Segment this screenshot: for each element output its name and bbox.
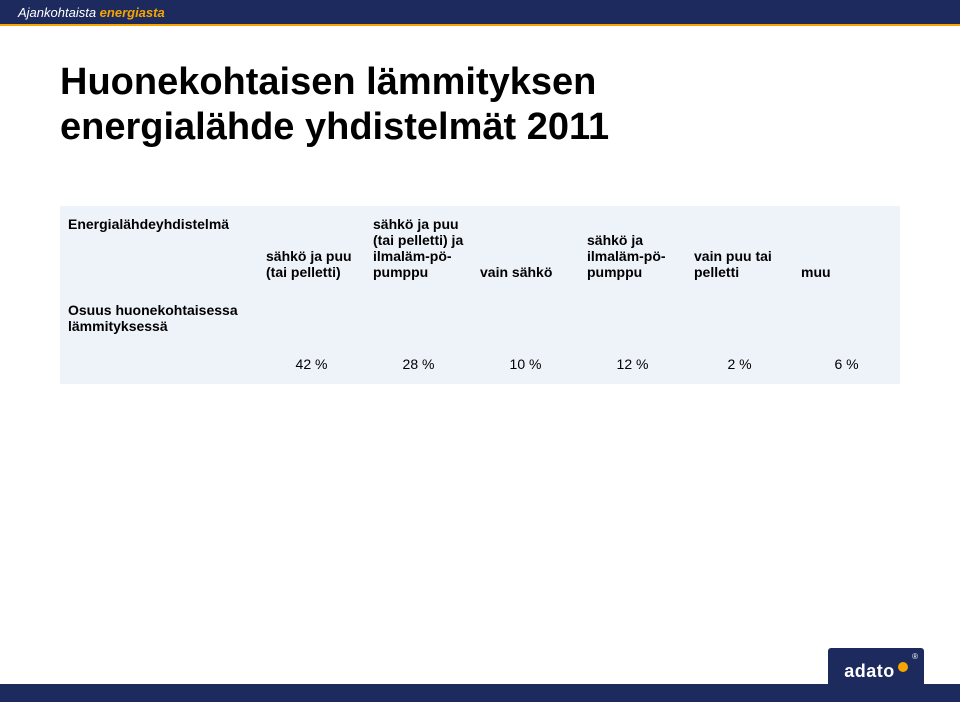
- header-tagline: Ajankohtaista energiasta: [18, 5, 165, 20]
- footer-bar: [0, 684, 960, 702]
- col-header: vain puu tai pelletti: [686, 206, 793, 292]
- brand-logo: adato ®: [828, 648, 924, 694]
- brand-logo-text: adato: [844, 661, 895, 682]
- table-row: Osuus huonekohtaisessa lämmityksessä: [60, 292, 900, 346]
- brand-logo-dot-icon: [898, 662, 908, 672]
- col-header: vain sähkö: [472, 206, 579, 292]
- pct-cell: 42 %: [258, 346, 365, 384]
- col-header: sähkö ja puu (tai pelletti): [258, 206, 365, 292]
- pct-cell: 6 %: [793, 346, 900, 384]
- pct-cell: 2 %: [686, 346, 793, 384]
- col-header: muu: [793, 206, 900, 292]
- data-table-wrap: Energialähdeyhdistelmä sähkö ja puu (tai…: [60, 206, 900, 384]
- row-pct-label: Osuus huonekohtaisessa lämmityksessä: [60, 292, 258, 346]
- row-header-label: Energialähdeyhdistelmä: [60, 206, 258, 292]
- pct-cell: 10 %: [472, 346, 579, 384]
- pct-cell: 28 %: [365, 346, 472, 384]
- title-line1: Huonekohtaisen lämmityksen: [60, 61, 596, 103]
- header-bar: Ajankohtaista energiasta: [0, 0, 960, 26]
- header-tagline-plain: Ajankohtaista: [18, 5, 100, 20]
- header-tagline-em: energiasta: [100, 5, 165, 20]
- brand-logo-reg-icon: ®: [912, 652, 918, 661]
- col-header: sähkö ja ilmaläm-pö-pumppu: [579, 206, 686, 292]
- slide-content: Huonekohtaisen lämmityksen energialähde …: [0, 26, 960, 384]
- table-header-row: Energialähdeyhdistelmä sähkö ja puu (tai…: [60, 206, 900, 292]
- data-table: Energialähdeyhdistelmä sähkö ja puu (tai…: [60, 206, 900, 384]
- table-pct-row: 42 % 28 % 10 % 12 % 2 % 6 %: [60, 346, 900, 384]
- title-line2: energialähde yhdistelmät 2011: [60, 106, 609, 148]
- pct-cell: 12 %: [579, 346, 686, 384]
- col-header: sähkö ja puu (tai pelletti) ja ilmaläm-p…: [365, 206, 472, 292]
- footer: adato ®: [0, 646, 960, 702]
- page-title: Huonekohtaisen lämmityksen energialähde …: [60, 60, 900, 150]
